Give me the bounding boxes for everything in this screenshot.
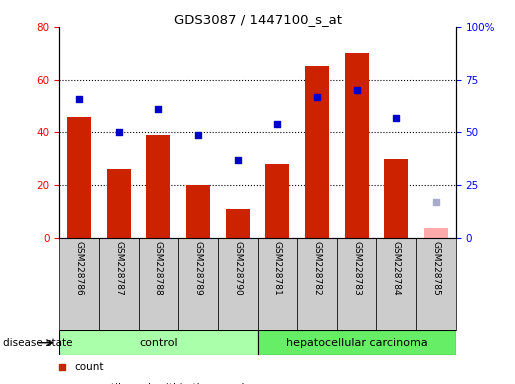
Bar (186, 185, 210, 238)
Bar (226, 209, 250, 238)
Text: GSM228789: GSM228789 (194, 241, 202, 296)
Text: control: control (139, 338, 178, 348)
Bar (384, 159, 408, 238)
Bar (424, 227, 448, 238)
Bar (345, 53, 369, 238)
Text: GSM228787: GSM228787 (114, 241, 123, 296)
Text: GSM228781: GSM228781 (273, 241, 282, 296)
Text: GSM228788: GSM228788 (154, 241, 163, 296)
Text: hepatocellular carcinoma: hepatocellular carcinoma (286, 338, 427, 348)
Bar (146, 135, 170, 238)
Point (154, 106, 163, 112)
Bar (376, 238, 416, 330)
Text: disease state: disease state (3, 338, 72, 348)
Point (75, 96, 83, 102)
Bar (218, 238, 258, 330)
Point (392, 114, 401, 121)
Bar (265, 164, 289, 238)
Bar (99, 238, 139, 330)
Bar (305, 66, 329, 238)
Bar (59, 330, 258, 355)
Text: GSM228782: GSM228782 (313, 241, 321, 295)
Bar (337, 238, 376, 330)
Text: GSM228786: GSM228786 (75, 241, 83, 296)
Point (313, 93, 321, 99)
Point (58, 364, 66, 370)
Text: GSM228784: GSM228784 (392, 241, 401, 295)
Bar (297, 238, 337, 330)
Title: GDS3087 / 1447100_s_at: GDS3087 / 1447100_s_at (174, 13, 341, 26)
Bar (107, 169, 131, 238)
Point (273, 121, 281, 127)
Text: count: count (75, 362, 104, 372)
Point (234, 157, 242, 163)
Bar (139, 238, 178, 330)
Point (352, 87, 360, 93)
Bar (59, 238, 99, 330)
Bar (258, 330, 456, 355)
Bar (178, 238, 218, 330)
Point (432, 199, 440, 205)
Bar (416, 238, 456, 330)
Text: percentile rank within the sample: percentile rank within the sample (75, 383, 251, 384)
Text: GSM228790: GSM228790 (233, 241, 242, 296)
Point (194, 131, 202, 138)
Text: GSM228783: GSM228783 (352, 241, 361, 296)
Text: GSM228785: GSM228785 (432, 241, 440, 296)
Bar (258, 238, 297, 330)
Point (114, 129, 123, 136)
Bar (67, 117, 91, 238)
